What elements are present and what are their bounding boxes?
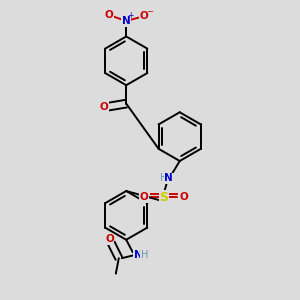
Text: O: O — [100, 102, 109, 112]
Text: N: N — [134, 250, 142, 260]
Text: N: N — [164, 173, 173, 183]
Text: O: O — [140, 192, 148, 202]
Text: +: + — [128, 11, 134, 20]
Text: O: O — [140, 11, 148, 21]
Text: O: O — [105, 10, 114, 20]
Text: −: − — [146, 7, 154, 16]
Text: O: O — [105, 234, 114, 244]
Text: H: H — [141, 250, 148, 260]
Text: O: O — [180, 192, 189, 202]
Text: N: N — [122, 16, 130, 26]
Text: H: H — [160, 173, 167, 183]
Text: S: S — [160, 191, 169, 204]
